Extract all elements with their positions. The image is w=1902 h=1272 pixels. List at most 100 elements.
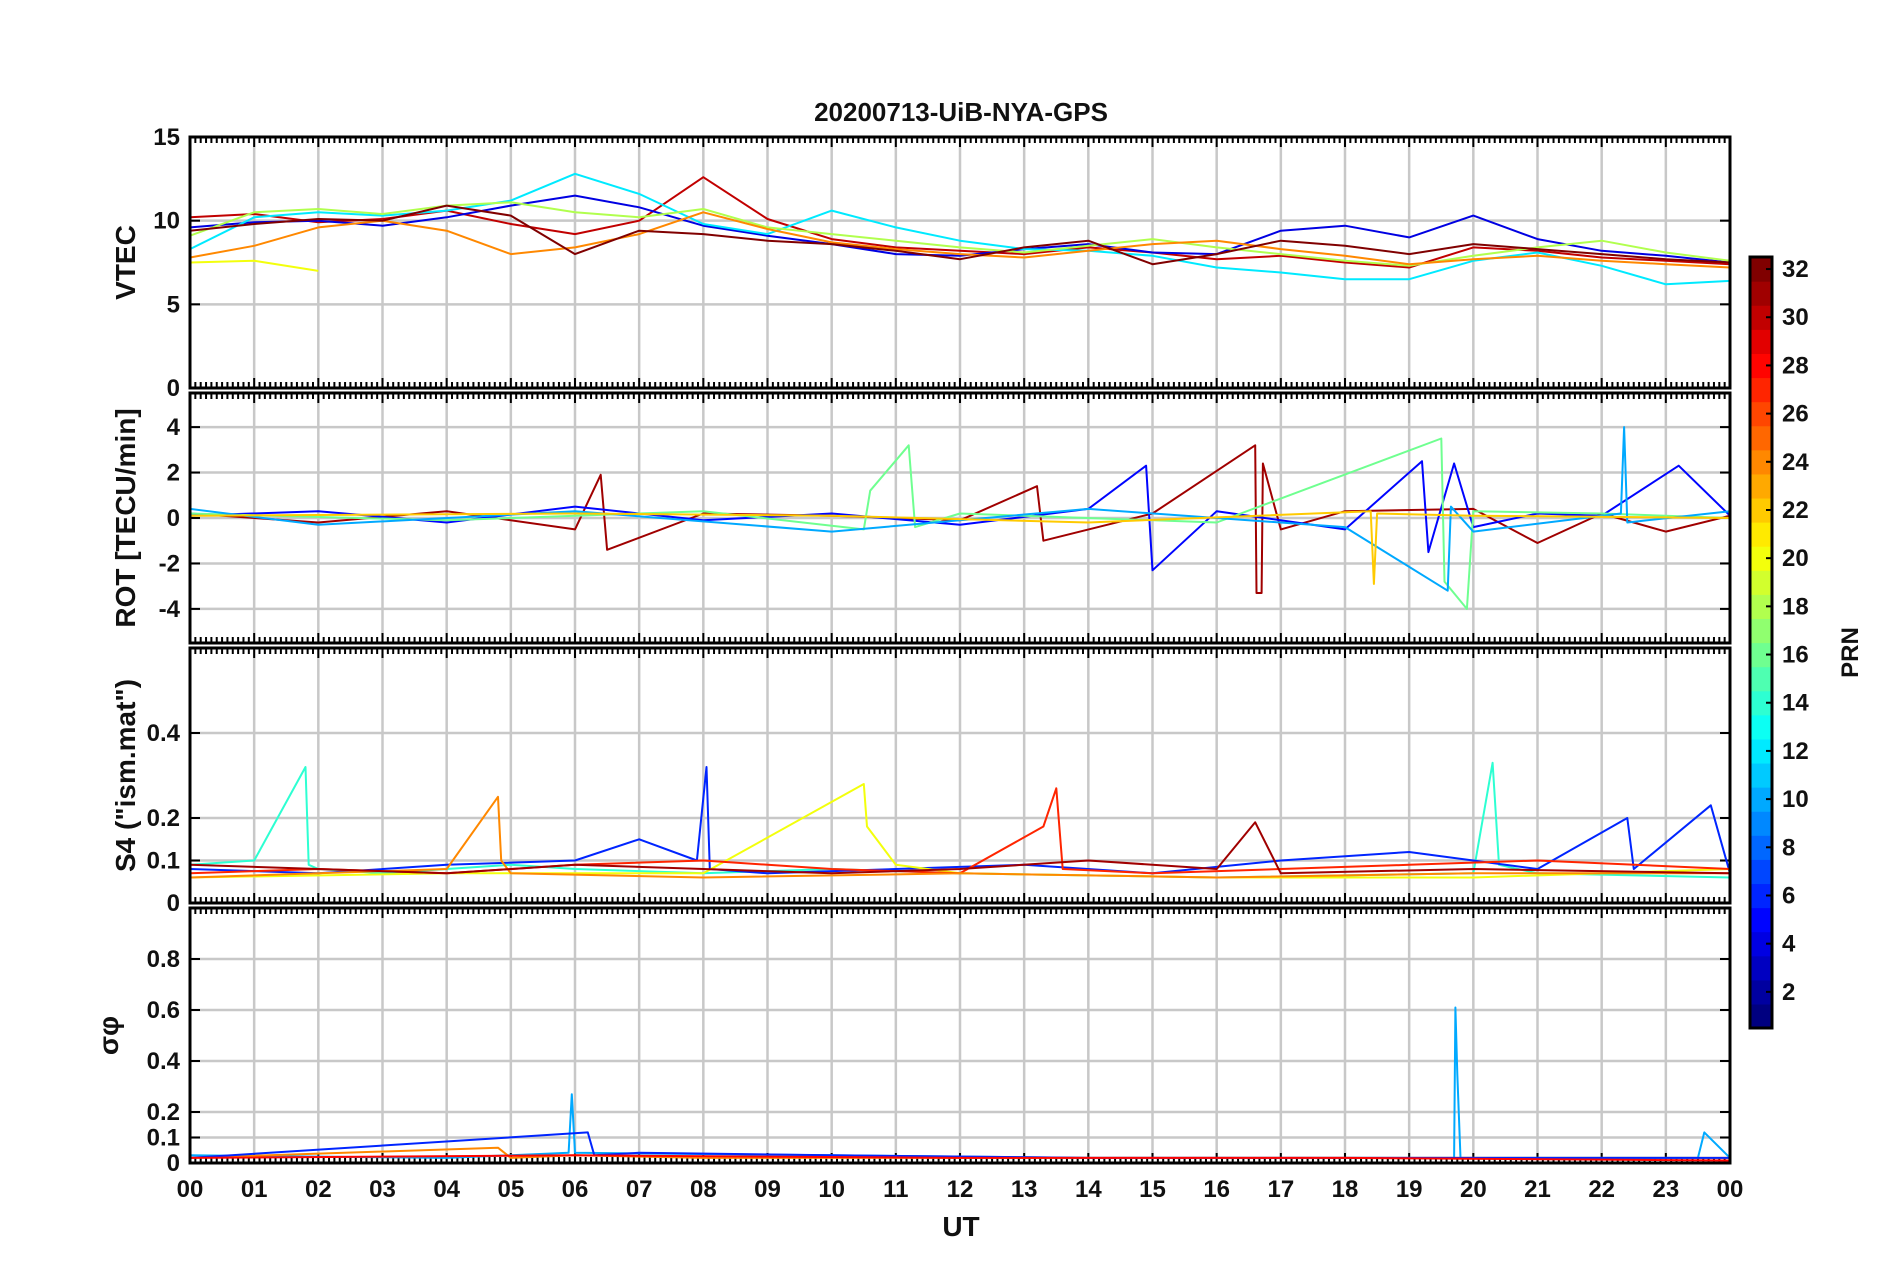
y-tick-label: 15	[153, 124, 180, 151]
series-prn-20	[190, 783, 1730, 879]
colorbar-swatch	[1750, 305, 1772, 330]
series-prn-20	[190, 259, 319, 272]
panel-sigma_phi: 00.10.2 0.4 0.6 0.8 σφ	[93, 906, 1732, 1177]
colorbar-swatch	[1750, 618, 1772, 644]
colorbar-tick-label: 16	[1782, 642, 1809, 669]
series-prn-24	[190, 795, 1730, 879]
colorbar-swatch	[1750, 497, 1772, 523]
x-tick-label: 00	[177, 1176, 204, 1203]
series-group	[190, 426, 1730, 610]
y-axis-label: VTEC	[110, 225, 141, 300]
y-tick-label: 0	[167, 1150, 180, 1177]
colorbar-tick-label: 30	[1782, 304, 1809, 331]
colorbar-swatch	[1750, 811, 1772, 836]
y-axis-label: ROT [TECU/min]	[110, 408, 141, 627]
x-tick-label: 17	[1267, 1176, 1294, 1203]
colorbar-swatch	[1750, 955, 1772, 981]
series-prn-24	[190, 211, 1730, 269]
colorbar-swatch	[1750, 835, 1772, 860]
panel-vtec: 0 5 10 15 VTEC	[110, 124, 1732, 402]
colorbar-swatch	[1750, 1003, 1772, 1029]
colorbar-swatch	[1750, 859, 1772, 885]
colorbar-swatch	[1750, 522, 1772, 547]
colorbar-swatch	[1750, 377, 1772, 403]
y-tick-label: 10	[153, 208, 180, 235]
axes-frame	[188, 646, 1732, 905]
x-tick-label: 02	[305, 1176, 332, 1203]
y-tick-label: -2	[159, 550, 180, 577]
colorbar-swatch	[1750, 883, 1772, 909]
panel-rot: -4 -2 0 2 4 ROT [TECU/min]	[110, 391, 1732, 645]
x-tick-label: 05	[497, 1176, 524, 1203]
colorbar-tick-label: 2	[1782, 979, 1795, 1006]
series-prn-22	[190, 510, 1730, 585]
series-prn-28	[190, 1154, 1730, 1162]
y-tick-label: 0.2	[147, 805, 180, 832]
colorbar-tick-label: 22	[1782, 497, 1809, 524]
colorbar-tick-label: 28	[1782, 352, 1809, 379]
series-prn-14	[190, 761, 1730, 879]
x-tick-label: 09	[754, 1176, 781, 1203]
panel-s4: 0 0.1 0.2 0.4S4 ("ism.mat")	[110, 646, 1732, 917]
x-tick-label: 01	[241, 1176, 268, 1203]
x-tick-label: 15	[1139, 1176, 1166, 1203]
colorbar-swatch	[1750, 931, 1772, 957]
colorbar-swatch	[1750, 257, 1772, 282]
x-tick-label: 06	[562, 1176, 589, 1203]
colorbar-swatch	[1750, 449, 1772, 475]
colorbar-tick-label: 14	[1782, 690, 1809, 717]
colorbar-tick-label: 4	[1782, 931, 1796, 958]
colorbar-swatch	[1750, 762, 1772, 788]
y-tick-label: 0.2	[147, 1099, 180, 1126]
colorbar-swatch	[1750, 546, 1772, 571]
colorbar-tick-label: 18	[1782, 593, 1809, 620]
colorbar-swatch	[1750, 594, 1772, 619]
x-tick-label: 23	[1652, 1176, 1679, 1203]
y-tick-label: 0.8	[147, 946, 180, 973]
y-axis-label: S4 ("ism.mat")	[110, 679, 141, 872]
colorbar-swatch	[1750, 690, 1772, 716]
series-prn-4	[190, 194, 1730, 264]
y-tick-label: 0	[167, 375, 180, 402]
chart-title: 20200713-UiB-NYA-GPS	[814, 97, 1108, 127]
colorbar-tick-label: 8	[1782, 834, 1795, 861]
x-tick-label: 18	[1332, 1176, 1359, 1203]
y-tick-label: 0.6	[147, 997, 180, 1024]
colorbar-tick-label: 24	[1782, 449, 1809, 476]
y-tick-label: 0	[167, 890, 180, 917]
x-tick-label: 13	[1011, 1176, 1038, 1203]
colorbar-tick-label: 20	[1782, 545, 1809, 572]
colorbar-swatch	[1750, 473, 1772, 499]
x-tick-label: 16	[1203, 1176, 1230, 1203]
colorbar-swatch	[1750, 329, 1772, 354]
y-tick-label: 5	[167, 291, 180, 318]
colorbar-swatch	[1750, 714, 1772, 740]
y-tick-label: 0.4	[147, 1048, 181, 1075]
colorbar-swatch	[1750, 401, 1772, 427]
x-tick-label: 12	[947, 1176, 974, 1203]
colorbar-tick-label: 6	[1782, 882, 1795, 909]
colorbar-swatch	[1750, 642, 1772, 668]
series-group	[190, 1006, 1730, 1162]
x-tick-label: 07	[626, 1176, 653, 1203]
series-group	[190, 172, 1730, 286]
series-group	[190, 761, 1730, 879]
colorbar-swatch	[1750, 907, 1772, 933]
colorbar-swatch	[1750, 738, 1772, 764]
axes-frame	[188, 906, 1732, 1165]
y-tick-label: 0	[167, 505, 180, 532]
colorbar-tick-label: 12	[1782, 738, 1809, 765]
colorbar-label: PRN	[1837, 627, 1864, 678]
x-tick-label: 04	[433, 1176, 460, 1203]
x-tick-label: 14	[1075, 1176, 1102, 1203]
series-prn-32	[190, 204, 1730, 266]
y-tick-label: 0.1	[147, 848, 180, 875]
axes-frame	[188, 135, 1732, 390]
colorbar-tick-label: 32	[1782, 256, 1809, 283]
series-prn-16	[190, 437, 1730, 610]
x-tick-label: 19	[1396, 1176, 1423, 1203]
x-tick-label: 22	[1588, 1176, 1615, 1203]
